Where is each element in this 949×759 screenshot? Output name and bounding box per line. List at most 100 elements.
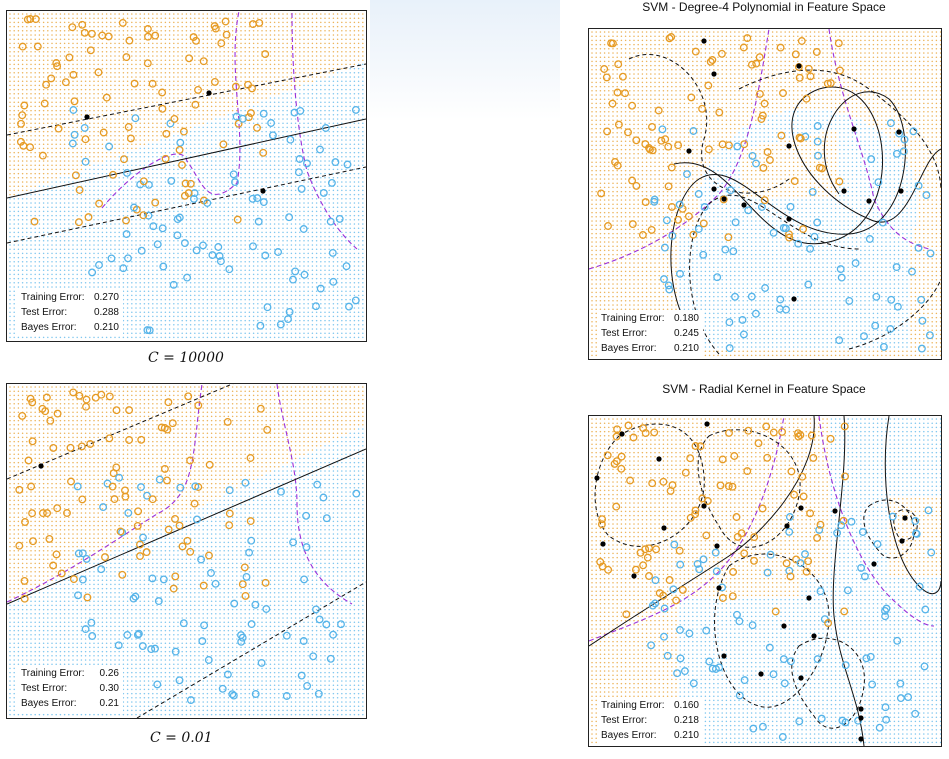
blue-point bbox=[211, 579, 220, 588]
orange-point bbox=[657, 136, 666, 145]
blue-point bbox=[725, 318, 734, 327]
blue-point bbox=[289, 275, 297, 284]
orange-point bbox=[126, 134, 135, 143]
blue-point bbox=[816, 587, 825, 596]
blue-point bbox=[675, 200, 684, 209]
blue-point bbox=[769, 670, 778, 679]
orange-point bbox=[779, 89, 787, 98]
orange-point bbox=[69, 70, 78, 79]
test-error-value: 0.245 bbox=[673, 326, 699, 341]
orange-point bbox=[221, 17, 230, 26]
blue-point bbox=[917, 344, 926, 353]
blue-point bbox=[143, 491, 151, 500]
orange-point bbox=[261, 578, 270, 587]
blue-point bbox=[249, 242, 257, 251]
orange-point bbox=[750, 556, 758, 565]
blue-point bbox=[238, 114, 247, 123]
orange-point bbox=[18, 111, 27, 120]
orange-point bbox=[724, 233, 733, 242]
orange-point bbox=[240, 563, 249, 572]
blue-point bbox=[319, 188, 328, 197]
orange-point bbox=[604, 565, 613, 574]
blue-point bbox=[804, 280, 813, 289]
support-vector bbox=[858, 736, 864, 742]
orange-point bbox=[75, 186, 84, 194]
orange-point bbox=[729, 567, 738, 576]
blue-point bbox=[676, 654, 685, 663]
blue-point bbox=[781, 224, 790, 233]
orange-point bbox=[164, 525, 173, 534]
orange-point bbox=[747, 60, 756, 69]
blue-point bbox=[151, 644, 159, 653]
test-error-value: 0.288 bbox=[93, 305, 119, 320]
blue-point bbox=[843, 586, 852, 595]
blue-point bbox=[860, 332, 868, 341]
orange-point bbox=[184, 392, 193, 401]
blue-point bbox=[766, 550, 775, 559]
support-vector bbox=[38, 463, 44, 469]
orange-point bbox=[77, 442, 86, 451]
blue-point bbox=[203, 199, 212, 207]
blue-point bbox=[914, 243, 923, 252]
orange-point bbox=[743, 34, 752, 43]
orange-point bbox=[624, 128, 632, 137]
blue-point bbox=[114, 641, 123, 650]
blue-point bbox=[69, 106, 78, 114]
orange-point bbox=[613, 88, 622, 97]
orange-point bbox=[665, 576, 674, 584]
blue-point bbox=[817, 714, 826, 723]
orange-point bbox=[744, 426, 753, 435]
orange-point bbox=[667, 33, 676, 41]
orange-point bbox=[809, 453, 818, 462]
blue-point bbox=[806, 244, 815, 253]
training-error-label: Training Error: bbox=[21, 290, 93, 305]
blue-point bbox=[868, 680, 877, 689]
blue-point bbox=[80, 123, 89, 132]
orange-point bbox=[160, 464, 169, 473]
support-vector bbox=[786, 143, 792, 149]
orange-point bbox=[46, 416, 55, 425]
orange-point bbox=[797, 37, 806, 45]
blue-point bbox=[180, 239, 189, 248]
orange-point bbox=[20, 101, 29, 110]
orange-point bbox=[122, 53, 131, 62]
orange-point bbox=[613, 425, 622, 434]
orange-point bbox=[134, 507, 143, 516]
blue-point bbox=[765, 643, 774, 652]
orange-point bbox=[715, 108, 724, 117]
orange-point bbox=[641, 198, 650, 207]
orange-point bbox=[763, 148, 772, 156]
blue-point bbox=[147, 645, 156, 654]
orange-point bbox=[622, 610, 631, 619]
orange-point bbox=[743, 467, 752, 476]
orange-point bbox=[67, 477, 75, 486]
orange-point bbox=[704, 81, 713, 90]
blue-point bbox=[899, 147, 908, 156]
orange-point bbox=[750, 533, 759, 542]
blue-point bbox=[780, 679, 789, 688]
orange-point bbox=[740, 549, 749, 558]
blue-point bbox=[137, 246, 146, 255]
error-summary: Training Error: 0.160 Test Error: 0.218 Ba… bbox=[597, 697, 703, 744]
training-points bbox=[594, 421, 936, 742]
bayes-decision-boundary bbox=[589, 29, 930, 270]
orange-point bbox=[53, 62, 62, 71]
support-vector bbox=[716, 585, 722, 591]
blue-point bbox=[835, 336, 844, 345]
orange-point bbox=[70, 97, 79, 106]
test-error-label: Test Error: bbox=[21, 305, 93, 320]
training-points bbox=[15, 388, 361, 705]
blue-point bbox=[920, 662, 929, 671]
orange-point bbox=[33, 42, 42, 51]
bayes-decision-boundary bbox=[7, 384, 353, 605]
blue-point bbox=[282, 692, 291, 700]
blue-point bbox=[881, 703, 890, 712]
orange-point bbox=[841, 472, 849, 481]
orange-point bbox=[612, 502, 621, 511]
orange-point bbox=[668, 481, 677, 490]
orange-point bbox=[191, 100, 200, 109]
support-vector bbox=[686, 148, 692, 154]
orange-point bbox=[704, 145, 713, 154]
blue-point bbox=[124, 254, 132, 263]
orange-point bbox=[802, 567, 811, 576]
